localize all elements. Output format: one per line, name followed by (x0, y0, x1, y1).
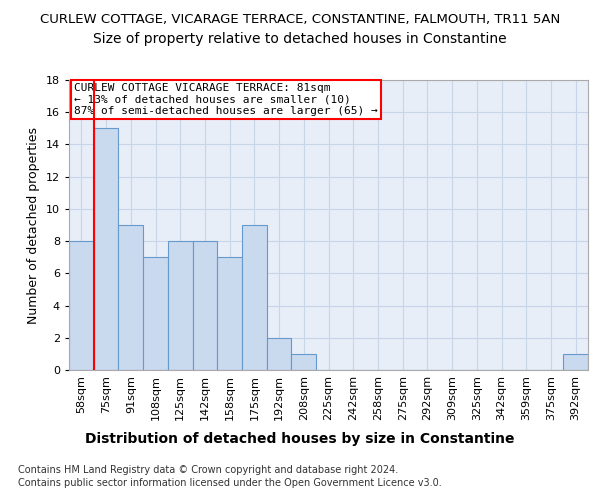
Bar (193, 241, 217, 370)
Bar (143, 257, 168, 370)
Bar (217, 257, 242, 370)
Bar (292, 354, 316, 370)
Bar (168, 241, 193, 370)
Bar (94, 128, 118, 370)
Text: Distribution of detached houses by size in Constantine: Distribution of detached houses by size … (85, 432, 515, 446)
Y-axis label: Number of detached properties: Number of detached properties (27, 126, 40, 324)
Bar (563, 354, 588, 370)
Bar (118, 225, 143, 370)
Text: CURLEW COTTAGE, VICARAGE TERRACE, CONSTANTINE, FALMOUTH, TR11 5AN: CURLEW COTTAGE, VICARAGE TERRACE, CONSTA… (40, 12, 560, 26)
Text: CURLEW COTTAGE VICARAGE TERRACE: 81sqm
← 13% of detached houses are smaller (10): CURLEW COTTAGE VICARAGE TERRACE: 81sqm ←… (74, 83, 378, 116)
Bar (69, 241, 94, 370)
Text: Contains HM Land Registry data © Crown copyright and database right 2024.: Contains HM Land Registry data © Crown c… (18, 465, 398, 475)
Text: Contains public sector information licensed under the Open Government Licence v3: Contains public sector information licen… (18, 478, 442, 488)
Text: Size of property relative to detached houses in Constantine: Size of property relative to detached ho… (93, 32, 507, 46)
Bar (242, 225, 267, 370)
Bar (267, 338, 292, 370)
